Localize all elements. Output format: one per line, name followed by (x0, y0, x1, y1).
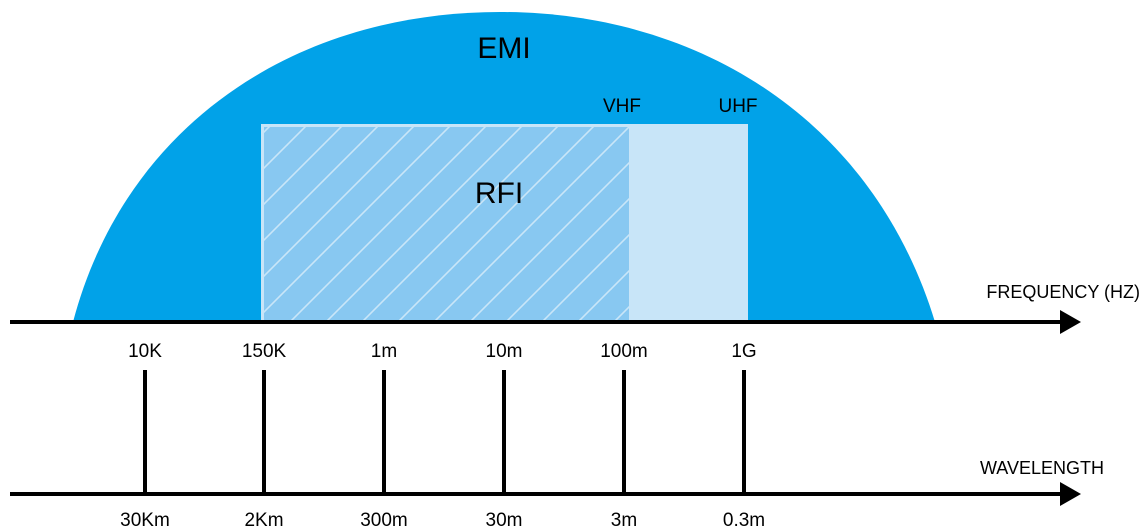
frequency-tick-label: 1G (731, 341, 756, 362)
emi-label: EMI (477, 32, 530, 65)
rfi-label: RFI (475, 177, 523, 210)
wavelength-tick-label: 2Km (244, 510, 283, 531)
frequency-axis-label: FREQUENCY (HZ) (986, 282, 1140, 302)
frequency-tick-label: 10m (486, 341, 523, 362)
frequency-tick-label: 150K (242, 341, 287, 362)
frequency-tick-label: 100m (600, 341, 648, 362)
wavelength-tick-label: 300m (360, 510, 408, 531)
wavelength-tick-label: 0.3m (723, 510, 765, 531)
wavelength-tick-label: 30Km (120, 510, 170, 531)
frequency-axis-arrow-icon (1060, 310, 1081, 334)
uhf-label: UHF (718, 96, 757, 117)
frequency-tick-label: 1m (371, 341, 397, 362)
rfi-hatched-band (264, 127, 629, 322)
wavelength-axis-arrow-icon (1060, 482, 1081, 506)
wavelength-tick-label: 3m (611, 510, 637, 531)
tick-marks: 10K 30Km 150K 2Km 1m 300m 10m 30m 100m 3m 1G 0.3m (120, 341, 765, 531)
frequency-tick-label: 10K (128, 341, 162, 362)
wavelength-tick-label: 30m (486, 510, 523, 531)
vhf-label: VHF (603, 96, 641, 117)
wavelength-axis-label: WAVELENGTH (980, 458, 1104, 478)
